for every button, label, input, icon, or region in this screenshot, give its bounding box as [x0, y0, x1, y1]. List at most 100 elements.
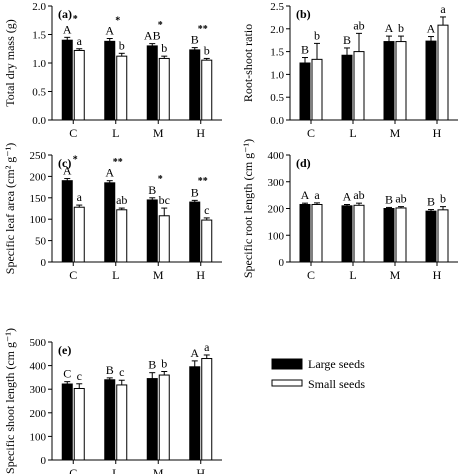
panel-a-bar-small	[73, 49, 85, 121]
panel-a-significance: *	[158, 20, 163, 31]
panel-a-letter: b	[119, 38, 125, 52]
panel-d-y-tick-label: 100	[268, 230, 285, 242]
panel-c-x-tick-label: H	[196, 268, 205, 282]
panel-c-bar-small	[73, 206, 85, 263]
panel-a-letter: A	[105, 23, 114, 37]
panel-b-y-tick-label: 2.5	[270, 1, 284, 13]
panel-c-letter: A	[105, 166, 114, 180]
panel-b-letter: ab	[353, 18, 364, 32]
panel-a-letter: A	[63, 22, 72, 36]
panel-e-y-tick-label: 200	[30, 408, 47, 420]
panel-c-bar-small	[201, 219, 213, 263]
panel-a-x-tick-label: H	[196, 126, 205, 140]
panel-c-bar-large	[104, 182, 116, 263]
panel-b-letter: a	[440, 2, 446, 16]
panel-c-significance: **	[113, 157, 123, 168]
legend-label-small: Small seeds	[308, 377, 365, 391]
panel-d-bar-small	[311, 203, 323, 263]
panel-c-significance: *	[158, 174, 163, 185]
panel-b-y-tick-label: 0.5	[270, 92, 284, 104]
panel-d-y-tick-label: 300	[268, 177, 285, 189]
panel-d-letter: b	[440, 192, 446, 206]
panel-a-letter: a	[77, 34, 83, 48]
panel-d-letter: B	[427, 195, 435, 209]
panel-d-bar-large	[299, 203, 311, 263]
panel-e-y-tick-label: 400	[30, 361, 47, 373]
panel-b-bar-large	[425, 40, 437, 121]
panel-c-bar-large	[146, 199, 158, 263]
panel-c-x-tick-label: L	[112, 268, 119, 282]
panel-e-bar-large	[104, 379, 116, 461]
panel-e-bar-small	[73, 387, 85, 461]
panel-a-x-tick-label: M	[153, 126, 164, 140]
panel-a-y-tick-label: 0.0	[32, 115, 46, 127]
panel-c-significance: *	[73, 155, 78, 166]
panel-a-label: (a)	[58, 7, 72, 21]
panel-a-significance: *	[73, 14, 78, 25]
panel-d-letter: ab	[395, 192, 406, 206]
panel-d-y-tick-label: 200	[268, 204, 285, 216]
panel-a-significance: **	[198, 24, 208, 35]
panel-b-bar-large	[383, 41, 395, 121]
panel-c-x-tick-label: C	[69, 268, 77, 282]
panel-b-letter: b	[314, 28, 320, 42]
panel-a-x-tick-label: C	[69, 126, 77, 140]
panel-e-y-label: Specific shoot length (cm g⁻¹)	[3, 328, 17, 474]
legend-swatch-small	[271, 379, 303, 387]
panel-a-bar-large	[146, 45, 158, 121]
panel-d-letter: B	[385, 192, 393, 206]
panel-b-x-tick-label: C	[307, 126, 315, 140]
panel-b-letter: A	[385, 21, 394, 35]
panel-c-y-tick-label: 50	[35, 236, 47, 248]
panel-d-label: (d)	[296, 156, 311, 170]
panel-e-bar-large	[61, 383, 73, 461]
panel-e-y-tick-label: 0	[41, 455, 47, 467]
panel-c-y-tick-label: 200	[30, 171, 47, 183]
panel-d-bar-large	[425, 210, 437, 263]
panel-a-letter: AB	[144, 29, 161, 43]
panel-a-significance: *	[115, 15, 120, 26]
panel-c-bar-large	[189, 201, 201, 263]
panel-d-bar-small	[353, 204, 365, 263]
panel-c-letter: A	[63, 164, 72, 178]
panel-a-bar-small	[201, 59, 213, 121]
panel-d-bar-large	[341, 205, 353, 263]
panel-c-letter: bc	[159, 193, 170, 207]
panel-e-letter: B	[106, 363, 114, 377]
panel-e-x-tick-label: L	[112, 466, 119, 474]
panel-b-x-tick-label: L	[349, 126, 356, 140]
panel-b-bar-small	[311, 58, 323, 121]
panel-d-letter: A	[343, 189, 352, 203]
panel-a-y-label: Total dry mass (g)	[3, 19, 17, 106]
panel-e-y-tick-label: 100	[30, 431, 47, 443]
panel-a-bar-large	[104, 40, 116, 121]
panel-b-bar-large	[299, 62, 311, 121]
panel-e-letter: B	[148, 358, 156, 372]
panel-a-letter: b	[204, 43, 210, 57]
panel-c-y-tick-label: 100	[30, 214, 47, 226]
panel-a-bar-large	[189, 49, 201, 121]
panel-b-y-tick-label: 1.0	[270, 69, 284, 81]
panel-e-label: (e)	[58, 343, 71, 357]
panel-e-bar-large	[146, 378, 158, 461]
panel-c-x-tick-label: M	[153, 268, 164, 282]
panel-a-y-tick-label: 1.5	[32, 30, 46, 42]
panel-a-bar-small	[116, 55, 128, 121]
panel-a-letter: b	[161, 41, 167, 55]
panel-c-bar-large	[61, 180, 73, 263]
panel-b-y-label: Root-shoot ratio	[241, 24, 255, 102]
panel-c-y-tick-label: 250	[30, 150, 47, 162]
panel-d-x-tick-label: L	[349, 268, 356, 282]
panel-b-x-tick-label: H	[433, 126, 442, 140]
panel-d-letter: A	[301, 188, 310, 202]
panel-a-bar-large	[61, 39, 73, 121]
panel-d-bar-large	[383, 208, 395, 263]
legend-swatch-large	[271, 358, 303, 370]
panel-d-y-label: Specific root length (cm g⁻¹)	[241, 139, 255, 278]
panel-b-bar-small	[395, 41, 407, 121]
panel-b-y-tick-label: 2.0	[270, 24, 284, 36]
panel-e-bar-large	[189, 366, 201, 461]
panel-c-label: (c)	[58, 156, 71, 170]
